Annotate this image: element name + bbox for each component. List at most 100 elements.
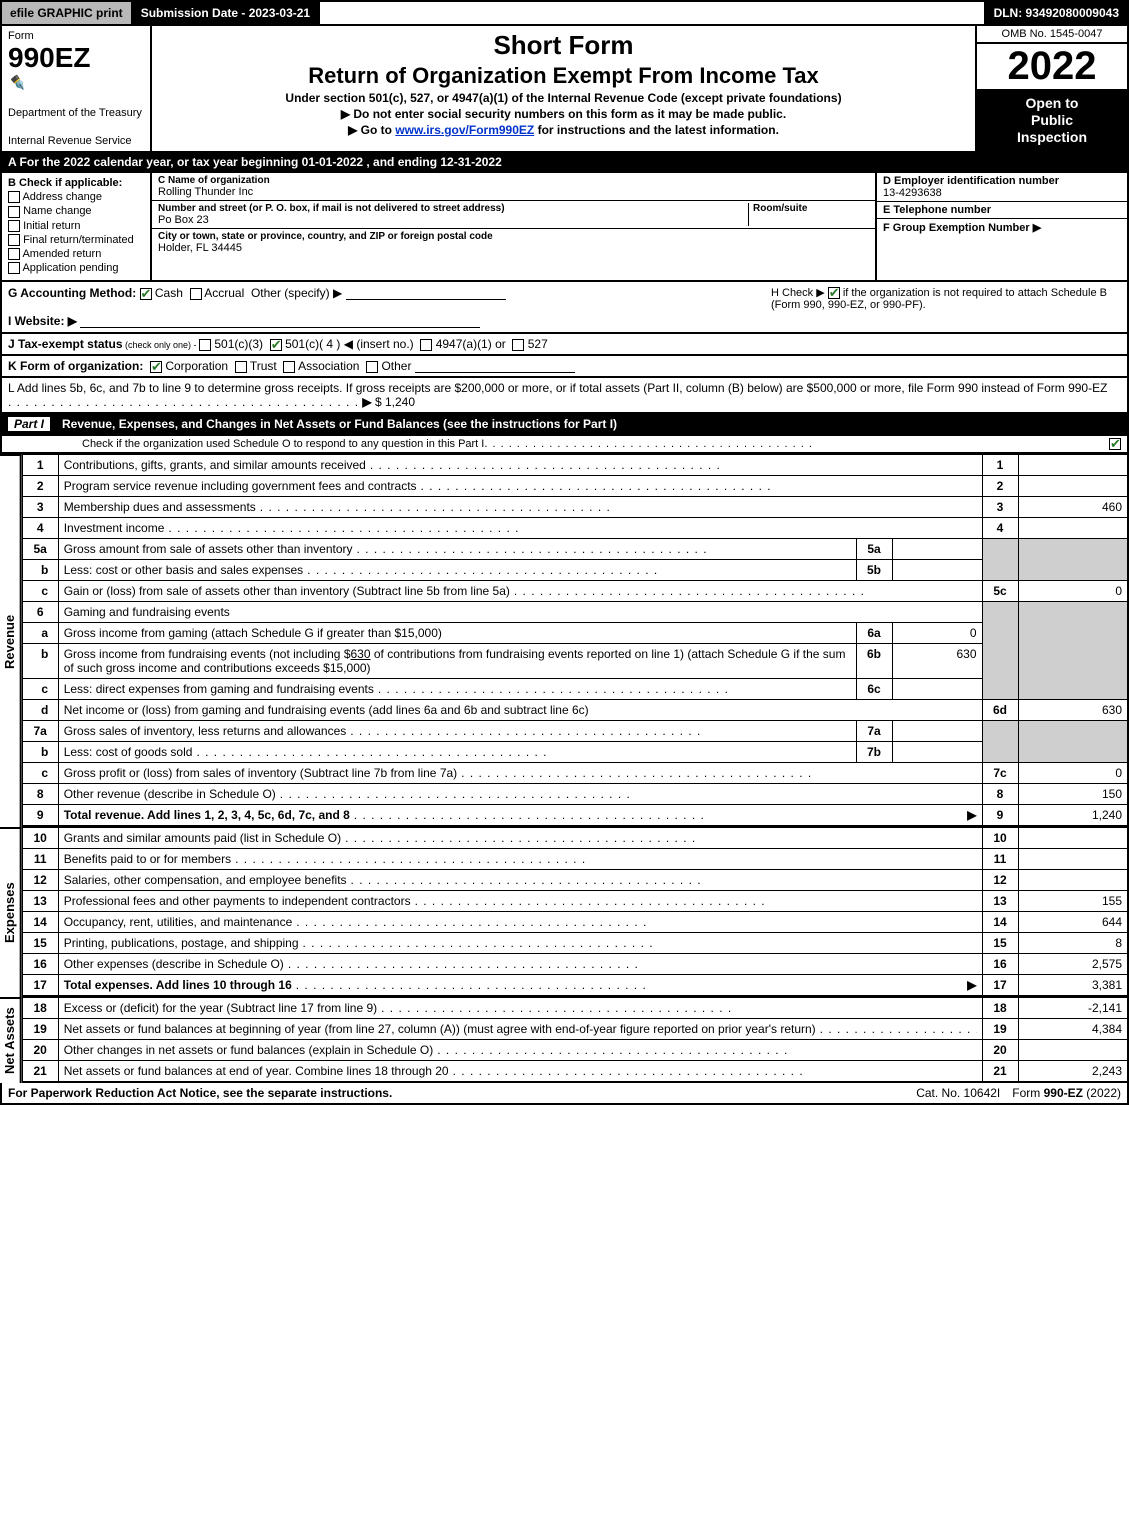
chk-initial-return[interactable]: Initial return: [8, 220, 144, 232]
inspect-1: Open to: [1026, 95, 1079, 111]
l3-desc: Membership dues and assessments: [64, 500, 260, 514]
l7c-num: c: [22, 763, 58, 784]
chk-final-return[interactable]: Final return/terminated: [8, 234, 144, 246]
line-5b: b Less: cost or other basis and sales ex…: [22, 560, 1128, 581]
chk-schedule-o[interactable]: [1109, 438, 1121, 450]
g-label: G Accounting Method:: [8, 286, 136, 300]
chk-application-pending[interactable]: Application pending: [8, 262, 144, 274]
l7c-desc: Gross profit or (loss) from sales of inv…: [64, 766, 461, 780]
l5a-mn: 5a: [856, 539, 892, 560]
l-text: L Add lines 5b, 6c, and 7b to line 9 to …: [8, 381, 1107, 395]
chk-501c[interactable]: [270, 339, 282, 351]
k-label: K Form of organization:: [8, 359, 143, 373]
h-text2: (Form 990, 990-EZ, or 990-PF).: [771, 299, 926, 311]
line-2: 2 Program service revenue including gove…: [22, 476, 1128, 497]
l18-desc: Excess or (deficit) for the year (Subtra…: [64, 1001, 381, 1015]
header-right: OMB No. 1545-0047 2022 Open to Public In…: [977, 26, 1127, 151]
goto-post: for instructions and the latest informat…: [534, 123, 779, 137]
line-17: 17 Total expenses. Add lines 10 through …: [22, 975, 1128, 997]
l16-rv: 2,575: [1018, 954, 1128, 975]
l1-num: 1: [22, 455, 58, 476]
top-bar: efile GRAPHIC print Submission Date - 20…: [0, 0, 1129, 26]
lbl-accrual: Accrual: [204, 286, 244, 300]
i-label: I Website: ▶: [8, 314, 77, 328]
l5a-num: 5a: [22, 539, 58, 560]
d-label: D Employer identification number: [883, 175, 1121, 187]
line-4: 4 Investment income 4: [22, 518, 1128, 539]
part-i-header: Part I Revenue, Expenses, and Changes in…: [0, 414, 1129, 436]
line-21: 21 Net assets or fund balances at end of…: [22, 1061, 1128, 1083]
col-def: D Employer identification number 13-4293…: [877, 173, 1127, 280]
l18-rv: -2,141: [1018, 998, 1128, 1019]
chk-h[interactable]: [828, 287, 840, 299]
website-input[interactable]: [80, 314, 480, 328]
chk-4947[interactable]: [420, 339, 432, 351]
l10-desc: Grants and similar amounts paid (list in…: [64, 831, 345, 845]
chk-527[interactable]: [512, 339, 524, 351]
line-18: 18 Excess or (deficit) for the year (Sub…: [22, 998, 1128, 1019]
l3-rv: 460: [1018, 497, 1128, 518]
part-i-subtext: Check if the organization used Schedule …: [82, 438, 484, 450]
chk-other-org[interactable]: [366, 361, 378, 373]
other-org-input[interactable]: [415, 359, 575, 373]
lbl-address-change: Address change: [22, 191, 102, 203]
chk-corp[interactable]: [150, 361, 162, 373]
l5c-num: c: [22, 581, 58, 602]
c-city-label: City or town, state or province, country…: [158, 231, 869, 242]
open-to-public: Open to Public Inspection: [977, 89, 1127, 151]
chk-assoc[interactable]: [283, 361, 295, 373]
l6-desc: Gaming and fundraising events: [58, 602, 982, 623]
c-room-label: Room/suite: [753, 203, 869, 214]
l8-rn: 8: [982, 784, 1018, 805]
l15-rn: 15: [982, 933, 1018, 954]
line-1: 1 Contributions, gifts, grants, and simi…: [22, 455, 1128, 476]
header-left: Form 990EZ ✒️ Department of the Treasury…: [2, 26, 152, 151]
revenue-section: Revenue 1 Contributions, gifts, grants, …: [0, 454, 1129, 827]
l6c-num: c: [22, 679, 58, 700]
e-label: E Telephone number: [883, 204, 1121, 216]
feather-icon: ✒️: [8, 74, 144, 91]
l21-desc: Net assets or fund balances at end of ye…: [64, 1064, 453, 1078]
l7a-mv: [892, 721, 982, 742]
l11-rn: 11: [982, 849, 1018, 870]
l6d-desc: Net income or (loss) from gaming and fun…: [64, 703, 593, 717]
form-label: Form: [8, 30, 144, 42]
omb-number: OMB No. 1545-0047: [977, 26, 1127, 44]
l7a-mn: 7a: [856, 721, 892, 742]
chk-address-change[interactable]: Address change: [8, 191, 144, 203]
l-dots: [8, 395, 359, 409]
irs-link[interactable]: www.irs.gov/Form990EZ: [395, 123, 534, 137]
l6d-num: d: [22, 700, 58, 721]
line-7a: 7a Gross sales of inventory, less return…: [22, 721, 1128, 742]
l12-rn: 12: [982, 870, 1018, 891]
l1-rv: [1018, 455, 1128, 476]
dept-treasury: Department of the Treasury: [8, 107, 144, 119]
chk-accrual[interactable]: [190, 288, 202, 300]
chk-501c3[interactable]: [199, 339, 211, 351]
l13-num: 13: [22, 891, 58, 912]
l2-num: 2: [22, 476, 58, 497]
l12-rv: [1018, 870, 1128, 891]
chk-trust[interactable]: [235, 361, 247, 373]
l8-num: 8: [22, 784, 58, 805]
l4-rn: 4: [982, 518, 1018, 539]
l6b-mn: 6b: [856, 644, 892, 679]
l13-rv: 155: [1018, 891, 1128, 912]
chk-amended-return[interactable]: Amended return: [8, 248, 144, 260]
l10-num: 10: [22, 828, 58, 849]
chk-cash[interactable]: [140, 288, 152, 300]
l8-rv: 150: [1018, 784, 1128, 805]
j-label: J Tax-exempt status: [8, 337, 123, 351]
row-j: J Tax-exempt status (check only one) - 5…: [0, 334, 1129, 356]
l12-desc: Salaries, other compensation, and employ…: [64, 873, 351, 887]
return-title: Return of Organization Exempt From Incom…: [160, 63, 967, 89]
lbl-amended-return: Amended return: [22, 248, 101, 260]
other-method-input[interactable]: [346, 286, 506, 300]
l15-desc: Printing, publications, postage, and shi…: [64, 936, 303, 950]
l6-shade2: [1018, 602, 1128, 700]
l13-rn: 13: [982, 891, 1018, 912]
l20-rn: 20: [982, 1040, 1018, 1061]
lbl-501c: 501(c)( 4 ) ◀ (insert no.): [285, 337, 414, 351]
expenses-section: Expenses 10 Grants and similar amounts p…: [0, 827, 1129, 997]
chk-name-change[interactable]: Name change: [8, 205, 144, 217]
